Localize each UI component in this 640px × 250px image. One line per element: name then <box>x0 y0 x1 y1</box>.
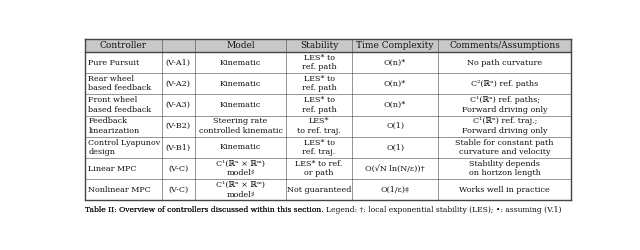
Text: Kinematic: Kinematic <box>220 101 261 109</box>
Bar <box>352 73 438 94</box>
Bar <box>438 179 571 200</box>
Text: Kinematic: Kinematic <box>220 143 261 151</box>
Text: O(1): O(1) <box>386 122 404 130</box>
Bar <box>162 94 195 116</box>
Text: Table II: Overview of controllers discussed within this section. ​: Table II: Overview of controllers discus… <box>85 206 326 214</box>
Text: Front wheel
based feedback: Front wheel based feedback <box>88 96 152 114</box>
Text: LES* to
ref. path: LES* to ref. path <box>301 96 337 114</box>
Text: Stability depends
on horizon length: Stability depends on horizon length <box>468 160 541 177</box>
Bar <box>352 158 438 179</box>
Bar <box>195 39 286 52</box>
Bar <box>352 116 438 137</box>
Bar <box>162 116 195 137</box>
Bar <box>286 52 352 73</box>
Bar <box>286 137 352 158</box>
Bar <box>438 94 571 116</box>
Bar <box>195 116 286 137</box>
Text: C²(ℝⁿ) ref. paths: C²(ℝⁿ) ref. paths <box>471 80 538 88</box>
Text: (V-C): (V-C) <box>168 186 188 194</box>
Bar <box>195 52 286 73</box>
Bar <box>162 179 195 200</box>
Bar <box>85 179 162 200</box>
Text: No path curvature: No path curvature <box>467 58 542 66</box>
Bar <box>286 73 352 94</box>
Bar <box>352 52 438 73</box>
Text: O(n)*: O(n)* <box>384 80 406 88</box>
Bar <box>352 39 438 52</box>
Text: Model: Model <box>226 41 255 50</box>
Bar <box>352 137 438 158</box>
Text: LES* to
ref. traj.: LES* to ref. traj. <box>302 138 335 156</box>
Bar <box>85 116 162 137</box>
Text: Control Lyapunov
design: Control Lyapunov design <box>88 138 161 156</box>
Text: (V-A1): (V-A1) <box>166 58 191 66</box>
Bar <box>85 73 162 94</box>
Text: (V-A3): (V-A3) <box>166 101 191 109</box>
Text: O(1): O(1) <box>386 143 404 151</box>
Bar <box>85 39 162 52</box>
Text: Kinematic: Kinematic <box>220 80 261 88</box>
Text: (V-B2): (V-B2) <box>166 122 191 130</box>
Text: Comments/Assumptions: Comments/Assumptions <box>449 41 560 50</box>
Bar <box>195 94 286 116</box>
Bar <box>286 179 352 200</box>
Bar <box>195 158 286 179</box>
Text: C¹(ℝⁿ) ref. paths;
Forward driving only: C¹(ℝⁿ) ref. paths; Forward driving only <box>462 96 547 114</box>
Bar <box>438 116 571 137</box>
Bar <box>352 94 438 116</box>
Bar <box>162 158 195 179</box>
Bar <box>195 137 286 158</box>
Text: LES*
to ref. traj.: LES* to ref. traj. <box>297 118 341 135</box>
Text: LES* to
ref. path: LES* to ref. path <box>301 54 337 71</box>
Text: LES* to ref.
or path: LES* to ref. or path <box>295 160 342 177</box>
Bar <box>438 158 571 179</box>
Text: (V-C): (V-C) <box>168 164 188 172</box>
Text: C¹(ℝⁿ × ℝᵐ)
model♯: C¹(ℝⁿ × ℝᵐ) model♯ <box>216 181 265 198</box>
Text: Steering rate
controlled kinematic: Steering rate controlled kinematic <box>198 118 282 135</box>
Text: O(n)*: O(n)* <box>384 101 406 109</box>
Text: Stable for constant path
curvature and velocity: Stable for constant path curvature and v… <box>456 138 554 156</box>
Text: Time Complexity: Time Complexity <box>356 41 434 50</box>
Text: Table II: Overview of controllers discussed within this section. Legend: †: loca: Table II: Overview of controllers discus… <box>85 206 561 214</box>
Text: C¹(ℝⁿ × ℝᵐ)
model♯: C¹(ℝⁿ × ℝᵐ) model♯ <box>216 160 265 177</box>
Text: Pure Pursuit: Pure Pursuit <box>88 58 140 66</box>
Bar <box>286 158 352 179</box>
Text: (V-B1): (V-B1) <box>166 143 191 151</box>
Bar <box>438 137 571 158</box>
Text: O(√N ln(N/ε))†: O(√N ln(N/ε))† <box>365 164 425 172</box>
Bar <box>438 39 571 52</box>
Bar <box>195 179 286 200</box>
Bar <box>162 52 195 73</box>
Bar <box>85 158 162 179</box>
Bar <box>352 179 438 200</box>
Bar <box>286 39 352 52</box>
Text: Nonlinear MPC: Nonlinear MPC <box>88 186 151 194</box>
Text: Linear MPC: Linear MPC <box>88 164 137 172</box>
Text: Feedback
linearization: Feedback linearization <box>88 118 140 135</box>
Bar <box>85 52 162 73</box>
Text: O(1/ε)‡: O(1/ε)‡ <box>381 186 410 194</box>
Bar <box>85 94 162 116</box>
Bar <box>162 39 195 52</box>
Text: Kinematic: Kinematic <box>220 58 261 66</box>
Bar <box>438 73 571 94</box>
Text: C¹(ℝⁿ) ref. traj.;
Forward driving only: C¹(ℝⁿ) ref. traj.; Forward driving only <box>462 118 547 135</box>
Text: (V-A2): (V-A2) <box>166 80 191 88</box>
Text: Controller: Controller <box>100 41 147 50</box>
Text: Rear wheel
based feedback: Rear wheel based feedback <box>88 75 152 92</box>
Bar <box>162 137 195 158</box>
Text: Stability: Stability <box>300 41 338 50</box>
Text: Table II: Overview of controllers discussed within this section.: Table II: Overview of controllers discus… <box>85 206 326 214</box>
Bar <box>85 137 162 158</box>
Bar <box>438 52 571 73</box>
Bar <box>162 73 195 94</box>
Text: Works well in practice: Works well in practice <box>460 186 550 194</box>
Bar <box>195 73 286 94</box>
Text: Not guaranteed: Not guaranteed <box>287 186 351 194</box>
Text: O(n)*: O(n)* <box>384 58 406 66</box>
Bar <box>286 116 352 137</box>
Text: LES* to
ref. path: LES* to ref. path <box>301 75 337 92</box>
Bar <box>286 94 352 116</box>
